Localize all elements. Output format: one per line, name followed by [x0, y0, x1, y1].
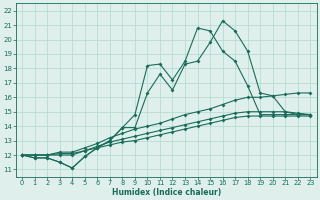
X-axis label: Humidex (Indice chaleur): Humidex (Indice chaleur)	[112, 188, 221, 197]
